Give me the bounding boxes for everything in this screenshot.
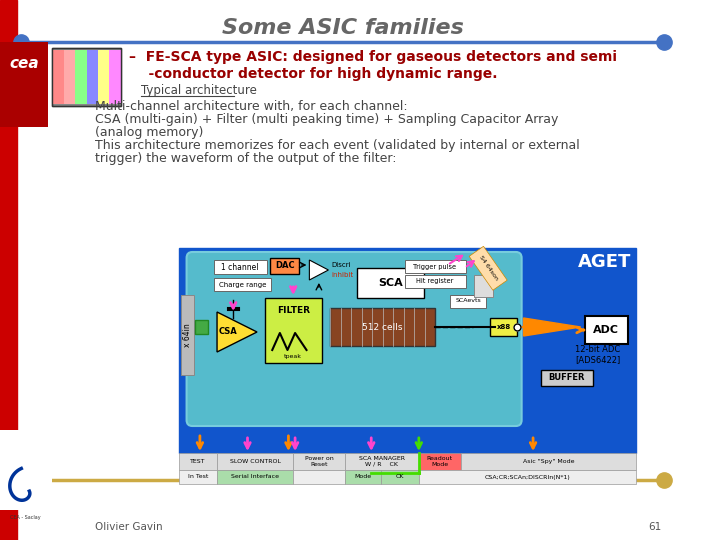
Text: x88: x88 xyxy=(496,324,510,330)
Text: AGET: AGET xyxy=(577,253,631,271)
Bar xyxy=(585,316,629,344)
Text: S4 64son: S4 64son xyxy=(478,255,498,281)
Bar xyxy=(53,48,121,106)
Text: Asic "Spy" Mode: Asic "Spy" Mode xyxy=(523,459,574,464)
Polygon shape xyxy=(217,312,257,352)
Text: [ADS6422]: [ADS6422] xyxy=(575,355,621,364)
Text: ADC: ADC xyxy=(593,325,619,335)
Bar xyxy=(330,308,435,346)
Text: CSA;CR;SCAn;DISCRIn(N*1): CSA;CR;SCAn;DISCRIn(N*1) xyxy=(485,475,570,480)
Text: Olivier Gavin: Olivier Gavin xyxy=(95,522,163,532)
Text: -conductor detector for high dynamic range.: -conductor detector for high dynamic ran… xyxy=(128,67,497,81)
Text: FILTER: FILTER xyxy=(276,306,310,315)
Bar xyxy=(195,320,209,334)
Text: trigger) the waveform of the output of the filter:: trigger) the waveform of the output of t… xyxy=(95,152,397,165)
FancyBboxPatch shape xyxy=(186,252,522,426)
Text: Mode: Mode xyxy=(354,475,372,480)
Bar xyxy=(98,50,109,104)
Polygon shape xyxy=(523,318,580,336)
Text: SCA: SCA xyxy=(378,278,402,288)
Text: 61: 61 xyxy=(648,522,662,532)
Text: SCA MANAGER
W / R    CK: SCA MANAGER W / R CK xyxy=(359,456,405,467)
Bar xyxy=(179,453,217,470)
Bar xyxy=(53,48,121,106)
Bar xyxy=(109,50,121,104)
Bar xyxy=(541,370,593,386)
Bar xyxy=(179,248,636,453)
Text: BUFFER: BUFFER xyxy=(548,374,585,382)
Text: 512 cells: 512 cells xyxy=(362,322,403,332)
Text: Serial Interface: Serial Interface xyxy=(231,475,279,480)
Text: inhibit: inhibit xyxy=(331,272,354,278)
Text: TEST: TEST xyxy=(190,459,206,464)
Bar xyxy=(214,278,271,291)
Bar xyxy=(461,453,636,470)
Bar xyxy=(181,295,194,375)
Text: Typical architecture: Typical architecture xyxy=(141,84,257,97)
Bar xyxy=(217,470,293,484)
Text: (analog memory): (analog memory) xyxy=(95,126,204,139)
Text: 1 channel: 1 channel xyxy=(221,262,258,272)
Bar xyxy=(419,453,461,470)
Text: CSA (multi-gain) + Filter (multi peaking time) + Sampling Capacitor Array: CSA (multi-gain) + Filter (multi peaking… xyxy=(95,113,559,126)
Text: DAC: DAC xyxy=(275,261,294,271)
Bar xyxy=(405,275,467,288)
Bar xyxy=(345,453,419,470)
Bar xyxy=(75,50,86,104)
Text: 12-bit ADC: 12-bit ADC xyxy=(575,346,621,354)
Text: This architecture memorizes for each event (validated by internal or external: This architecture memorizes for each eve… xyxy=(95,139,580,152)
Text: SLOW CONTROL: SLOW CONTROL xyxy=(230,459,281,464)
Text: x 64in: x 64in xyxy=(183,323,192,347)
Text: tpeak: tpeak xyxy=(284,354,302,359)
Bar xyxy=(0,42,48,127)
Bar xyxy=(293,470,345,484)
Text: Readout
Mode: Readout Mode xyxy=(427,456,453,467)
Bar xyxy=(405,260,467,273)
Bar xyxy=(490,318,517,336)
Polygon shape xyxy=(310,260,328,280)
Text: cea: cea xyxy=(9,56,39,71)
Bar xyxy=(345,470,381,484)
Text: Some ASIC families: Some ASIC families xyxy=(222,18,464,38)
Text: Charge range: Charge range xyxy=(219,282,266,288)
Bar xyxy=(293,453,345,470)
Bar xyxy=(86,50,98,104)
Bar xyxy=(381,470,419,484)
Bar xyxy=(214,260,266,274)
Bar xyxy=(53,50,64,104)
Bar xyxy=(217,453,293,470)
Text: CEA - Saclay: CEA - Saclay xyxy=(10,515,41,520)
Text: SCAevts: SCAevts xyxy=(456,299,481,303)
Text: Power on
Reset: Power on Reset xyxy=(305,456,333,467)
Bar xyxy=(179,470,217,484)
Bar xyxy=(64,50,75,104)
Text: Discri: Discri xyxy=(331,262,351,268)
Text: CK: CK xyxy=(395,475,404,480)
Bar xyxy=(419,470,636,484)
Text: Multi-channel architecture with, for each channel:: Multi-channel architecture with, for eac… xyxy=(95,100,408,113)
Text: Hit register: Hit register xyxy=(416,278,454,284)
Bar xyxy=(357,268,423,298)
Bar xyxy=(0,0,17,540)
Bar xyxy=(270,258,299,274)
Text: In Test: In Test xyxy=(188,475,208,480)
Text: CSA: CSA xyxy=(219,327,238,336)
Text: –  FE-SCA type ASIC: designed for gaseous detectors and semi: – FE-SCA type ASIC: designed for gaseous… xyxy=(128,50,616,64)
Bar xyxy=(450,295,487,308)
Bar xyxy=(0,430,53,510)
Bar xyxy=(474,275,493,297)
Bar xyxy=(265,298,322,363)
Text: Trigger pulse: Trigger pulse xyxy=(413,264,456,269)
